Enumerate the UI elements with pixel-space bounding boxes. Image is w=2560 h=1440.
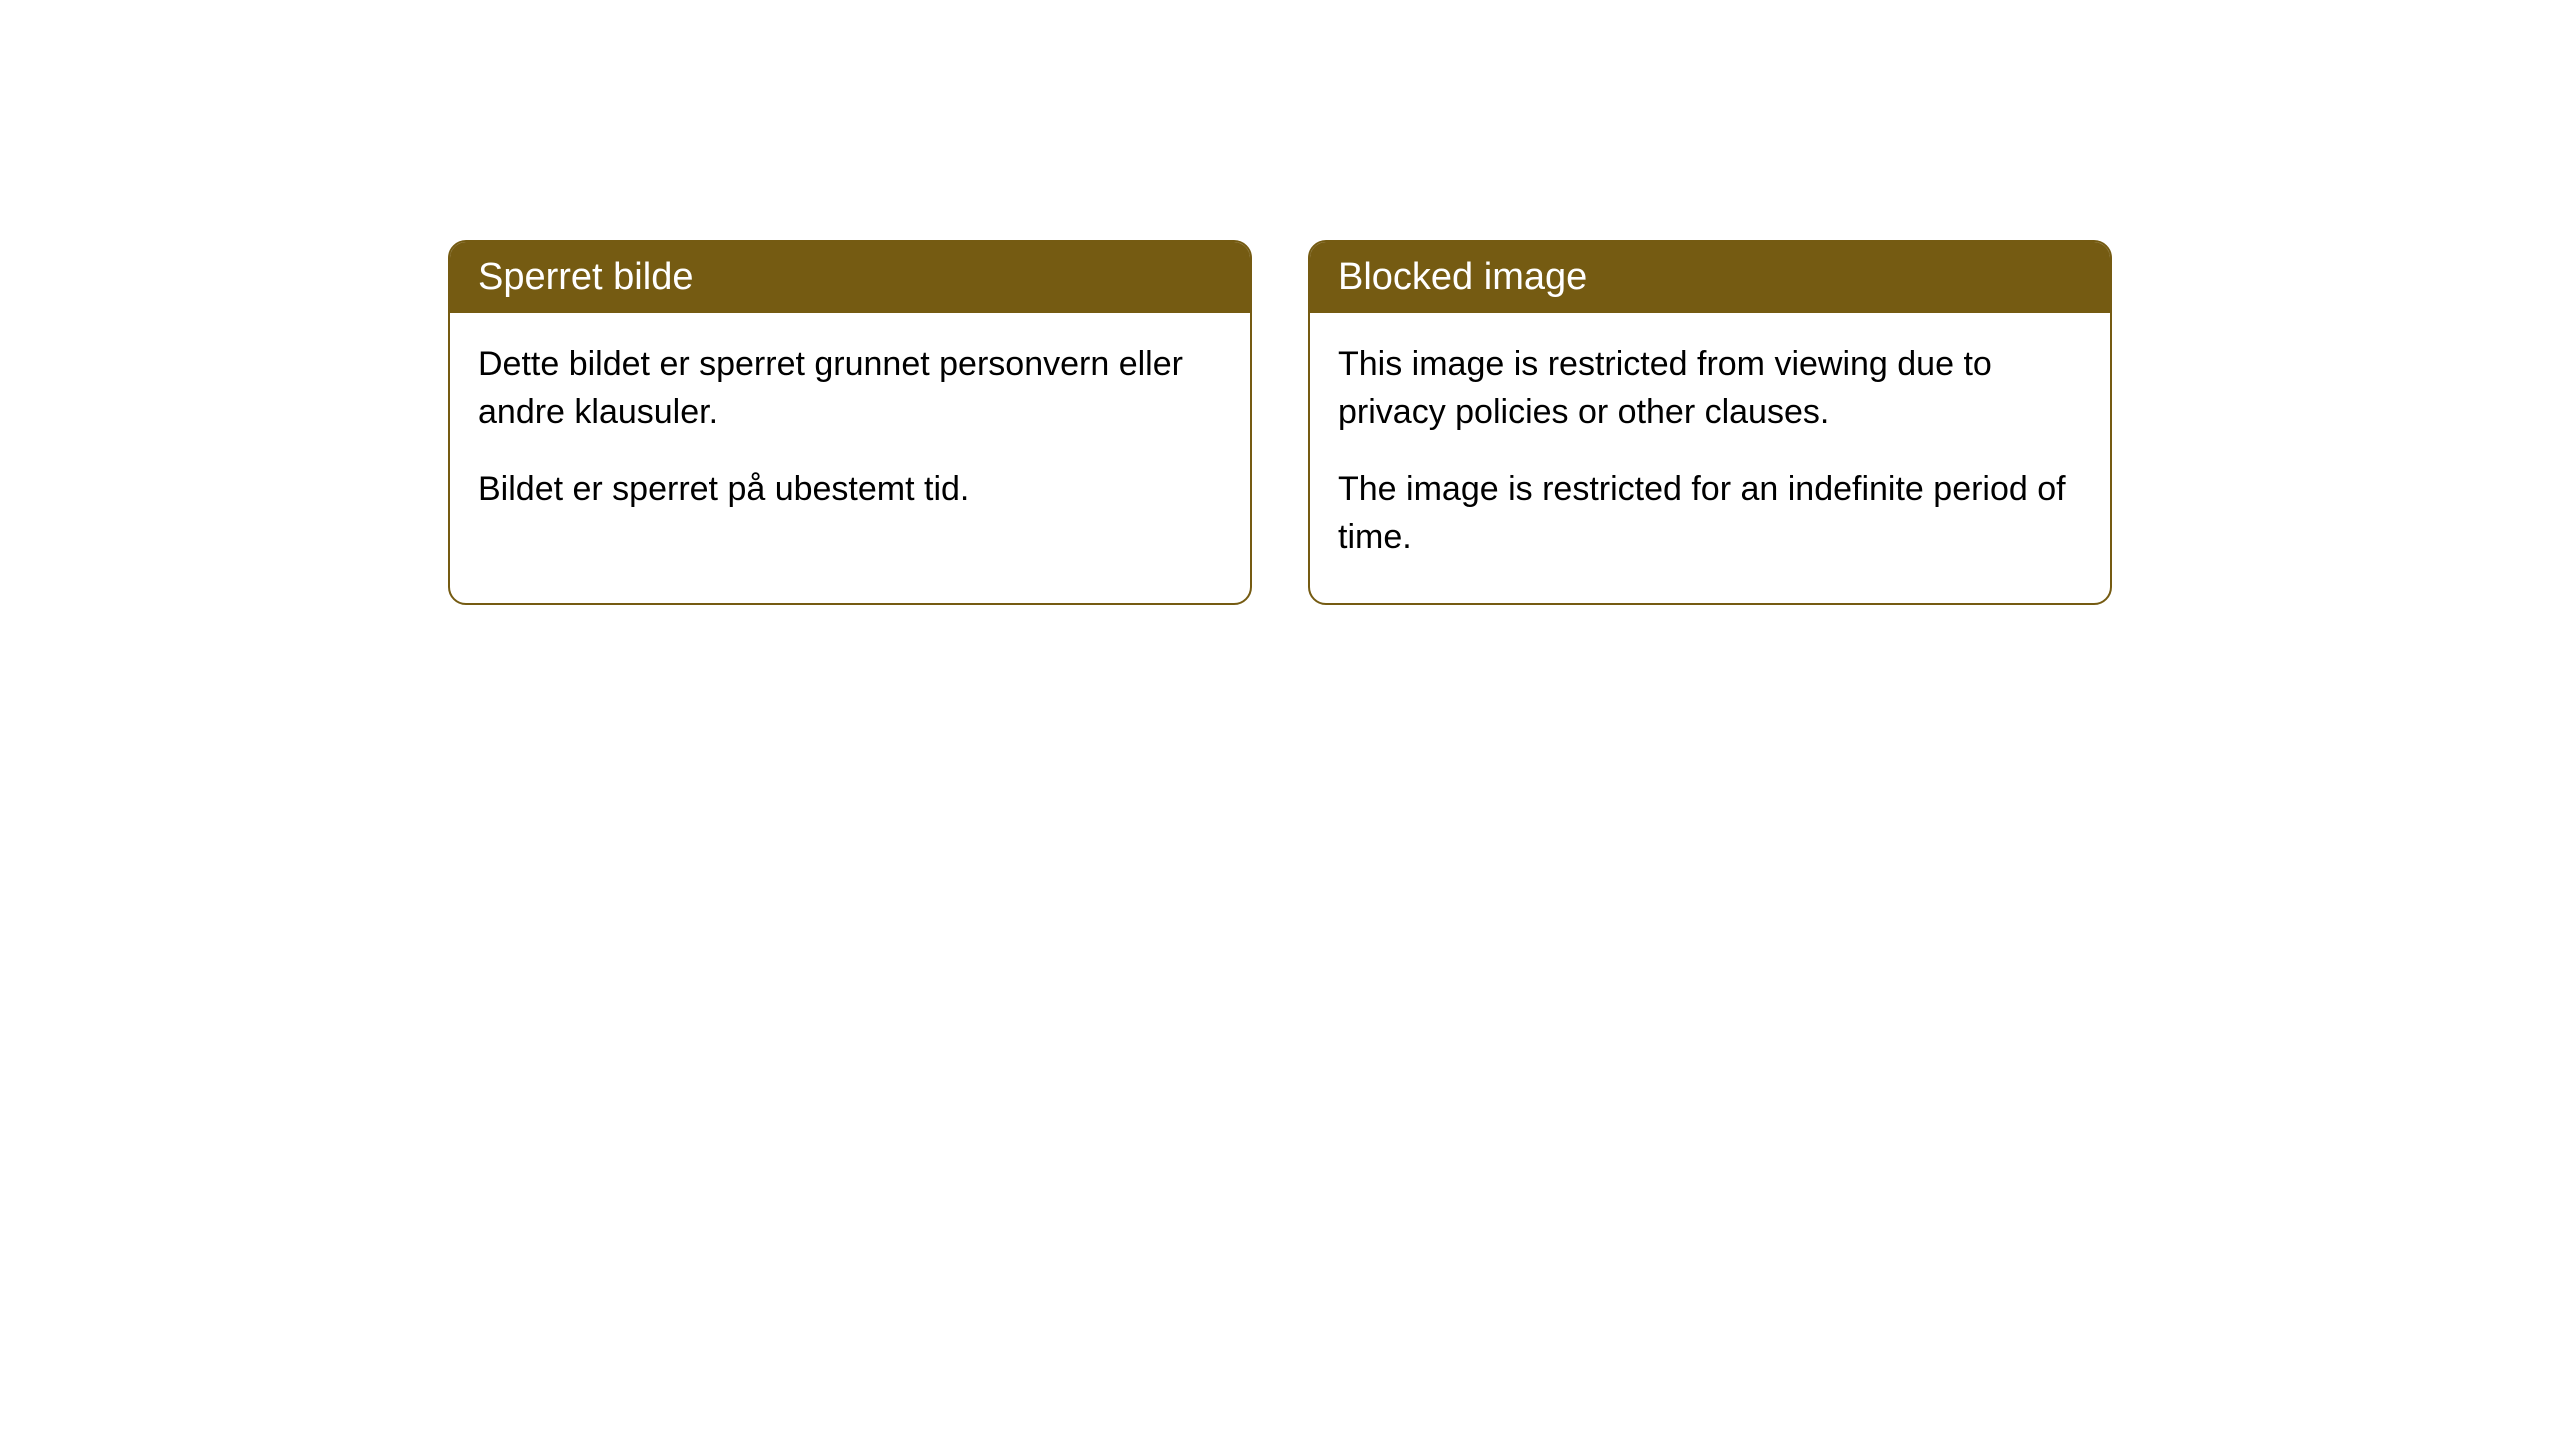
card-paragraph-norwegian-2: Bildet er sperret på ubestemt tid. [478, 466, 1222, 514]
card-paragraph-norwegian-1: Dette bildet er sperret grunnet personve… [478, 341, 1222, 436]
card-paragraph-english-2: The image is restricted for an indefinit… [1338, 466, 2082, 561]
card-title-norwegian: Sperret bilde [478, 256, 693, 298]
card-english: Blocked image This image is restricted f… [1308, 240, 2112, 605]
card-title-english: Blocked image [1338, 256, 1587, 298]
card-header-norwegian: Sperret bilde [450, 242, 1250, 313]
card-paragraph-english-1: This image is restricted from viewing du… [1338, 341, 2082, 436]
card-header-english: Blocked image [1310, 242, 2110, 313]
card-body-norwegian: Dette bildet er sperret grunnet personve… [450, 313, 1250, 556]
card-norwegian: Sperret bilde Dette bildet er sperret gr… [448, 240, 1252, 605]
card-body-english: This image is restricted from viewing du… [1310, 313, 2110, 603]
cards-container: Sperret bilde Dette bildet er sperret gr… [448, 240, 2112, 605]
